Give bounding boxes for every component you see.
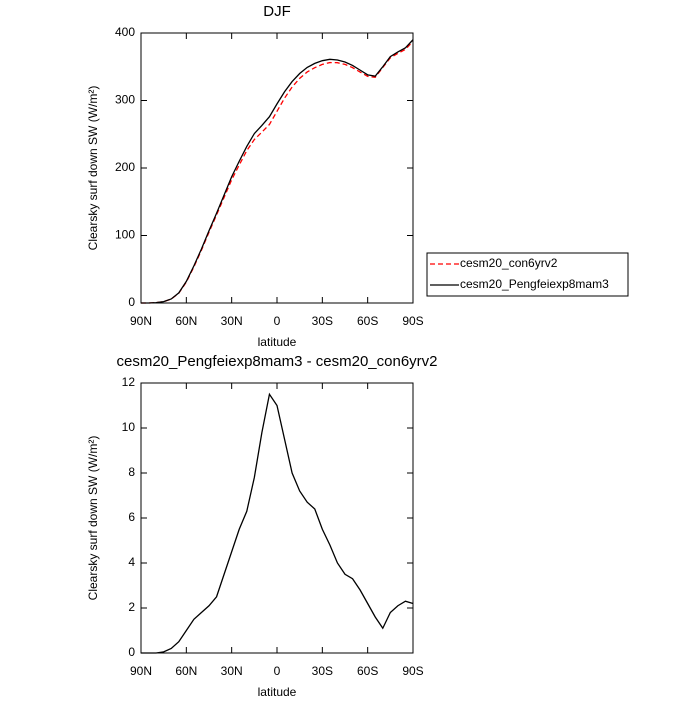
chart-title: DJF [263,3,291,20]
x-tick-label: 60N [175,314,197,328]
y-tick-label: 0 [128,295,135,309]
legend-label: cesm20_Pengfeiexp8mam3 [460,277,609,291]
y-tick-label: 8 [128,465,135,479]
x-tick-label: 90N [130,664,152,678]
y-axis-label: Clearsky surf down SW (W/m²) [86,86,100,251]
x-tick-label: 90S [402,314,423,328]
y-tick-label: 2 [128,600,135,614]
x-tick-label: 30S [312,664,333,678]
x-tick-label: 60S [357,664,378,678]
y-axis-label: Clearsky surf down SW (W/m²) [86,436,100,601]
y-tick-label: 4 [128,555,135,569]
x-tick-label: 0 [274,664,281,678]
x-axis-label: latitude [258,685,297,699]
legend-label: cesm20_con6yrv2 [460,256,558,270]
x-tick-label: 90S [402,664,423,678]
data-line [141,40,414,304]
y-tick-label: 100 [115,228,135,242]
plot-frame [140,382,414,654]
data-line [141,39,414,304]
x-tick-label: 90N [130,314,152,328]
y-tick-label: 200 [115,160,135,174]
y-tick-label: 10 [122,420,136,434]
x-tick-label: 60S [357,314,378,328]
x-tick-label: 60N [175,664,197,678]
x-tick-label: 0 [274,314,281,328]
y-tick-label: 6 [128,510,135,524]
x-axis-label: latitude [258,335,297,349]
x-tick-label: 30N [221,314,243,328]
legend-box [426,252,629,297]
chart-title: cesm20_Pengfeiexp8mam3 - cesm20_con6yrv2 [117,353,438,370]
y-tick-label: 300 [115,93,135,107]
y-tick-label: 400 [115,25,135,39]
y-tick-label: 12 [122,375,136,389]
x-tick-label: 30N [221,664,243,678]
x-tick-label: 30S [312,314,333,328]
plot-frame [140,32,414,304]
data-line [141,392,414,654]
y-tick-label: 0 [128,645,135,659]
